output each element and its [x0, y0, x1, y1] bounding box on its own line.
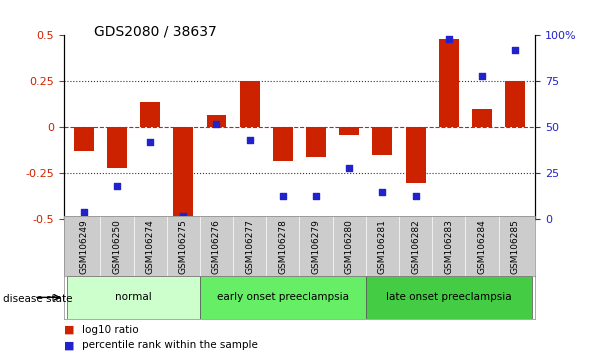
Bar	[140, 102, 160, 127]
Bar	[67, 276, 200, 319]
Point	[311, 193, 321, 198]
Bar	[207, 115, 226, 127]
Text: ■: ■	[64, 341, 74, 350]
Bar	[505, 81, 525, 127]
Point	[344, 165, 354, 171]
Text: GSM106275: GSM106275	[179, 219, 188, 274]
Text: GSM106249: GSM106249	[79, 219, 88, 274]
Bar	[107, 127, 127, 168]
Point	[278, 193, 288, 198]
Point	[411, 193, 421, 198]
Text: GSM106276: GSM106276	[212, 219, 221, 274]
Text: percentile rank within the sample: percentile rank within the sample	[82, 341, 258, 350]
Point	[477, 73, 487, 79]
Text: GSM106279: GSM106279	[311, 219, 320, 274]
Text: early onset preeclampsia: early onset preeclampsia	[217, 292, 349, 302]
Bar	[373, 127, 392, 155]
Bar	[74, 127, 94, 152]
Bar	[406, 127, 426, 183]
Text: GSM106280: GSM106280	[345, 219, 354, 274]
Text: GSM106278: GSM106278	[278, 219, 288, 274]
Text: GSM106277: GSM106277	[245, 219, 254, 274]
Text: GSM106284: GSM106284	[477, 219, 486, 274]
Bar	[366, 276, 532, 319]
Text: normal: normal	[115, 292, 152, 302]
Text: GSM106283: GSM106283	[444, 219, 453, 274]
Text: log10 ratio: log10 ratio	[82, 325, 139, 335]
Text: GSM106282: GSM106282	[411, 219, 420, 274]
Point	[178, 213, 188, 219]
Point	[245, 137, 255, 143]
Point	[378, 189, 387, 195]
Bar	[273, 127, 293, 161]
Bar	[240, 81, 260, 127]
Point	[444, 36, 454, 42]
Point	[145, 139, 155, 145]
Text: GSM106281: GSM106281	[378, 219, 387, 274]
Bar	[173, 127, 193, 218]
Text: late onset preeclampsia: late onset preeclampsia	[386, 292, 511, 302]
Bar	[439, 39, 458, 127]
Text: GSM106285: GSM106285	[511, 219, 520, 274]
Text: GDS2080 / 38637: GDS2080 / 38637	[94, 25, 217, 39]
Point	[212, 121, 221, 127]
Text: GSM106250: GSM106250	[112, 219, 122, 274]
Text: GSM106274: GSM106274	[146, 219, 154, 274]
Point	[112, 183, 122, 189]
Text: disease state: disease state	[3, 294, 72, 304]
Text: ■: ■	[64, 325, 74, 335]
Bar	[472, 109, 492, 127]
Bar	[339, 127, 359, 135]
Point	[510, 47, 520, 53]
Bar	[200, 276, 366, 319]
Point	[79, 209, 89, 215]
Bar	[306, 127, 326, 157]
